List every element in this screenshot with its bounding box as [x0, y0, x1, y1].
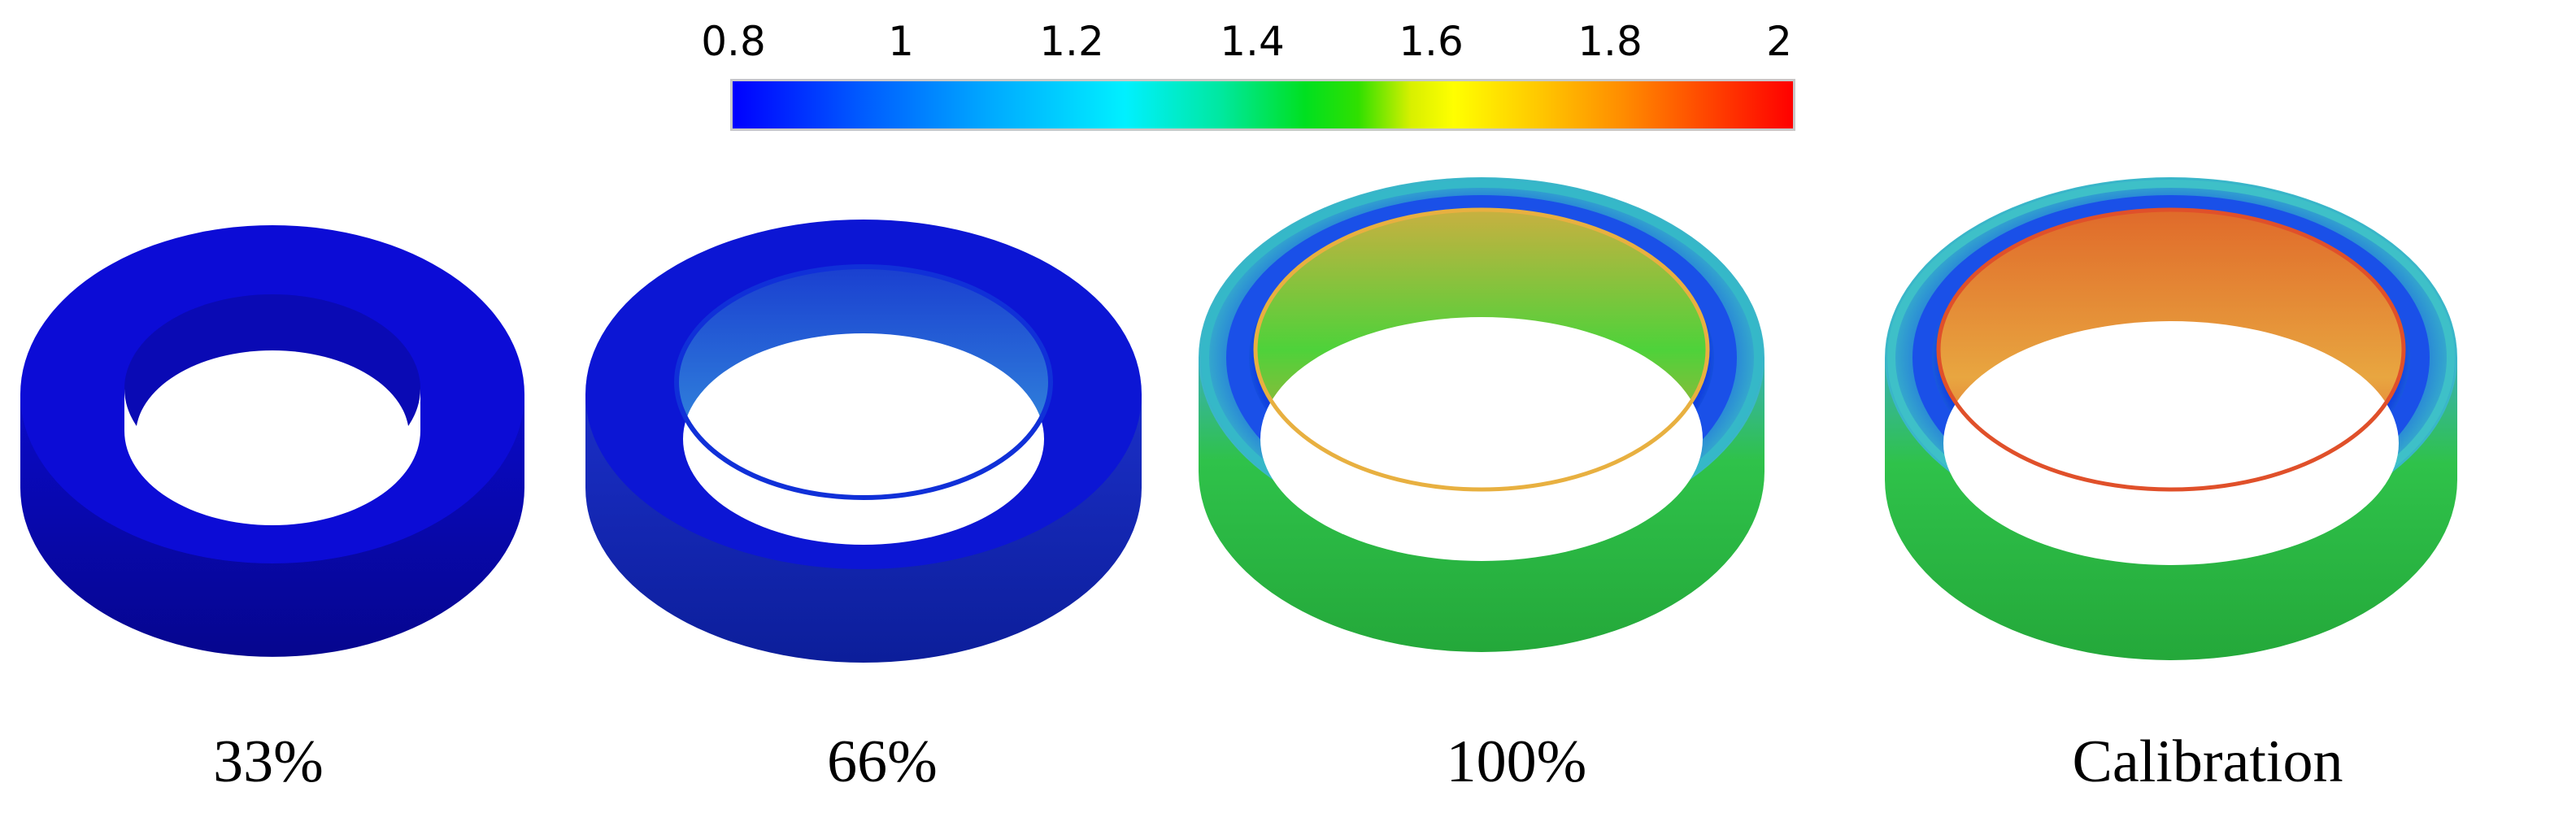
colorbar-tick: 1.2	[1039, 18, 1104, 65]
colorbar-gradient	[730, 79, 1795, 131]
ring-label-100: 100%	[1446, 728, 1587, 795]
ring-100-percent	[1199, 177, 1764, 652]
colorbar-tick: 1.6	[1399, 18, 1464, 65]
ring-calibration	[1885, 177, 2457, 660]
ring-33-percent	[20, 225, 524, 657]
colorbar-tick: 0.8	[701, 18, 766, 65]
ring-label-33: 33%	[213, 728, 324, 795]
colorbar-tick: 1.4	[1220, 18, 1285, 65]
colorbar-tick: 1.8	[1577, 18, 1643, 65]
colorbar-tick: 1	[888, 18, 914, 65]
ring-label-calibration: Calibration	[2072, 728, 2343, 795]
ring-66-percent	[585, 220, 1142, 663]
colorbar-tick: 2	[1766, 18, 1792, 65]
ring-label-66: 66%	[827, 728, 938, 795]
